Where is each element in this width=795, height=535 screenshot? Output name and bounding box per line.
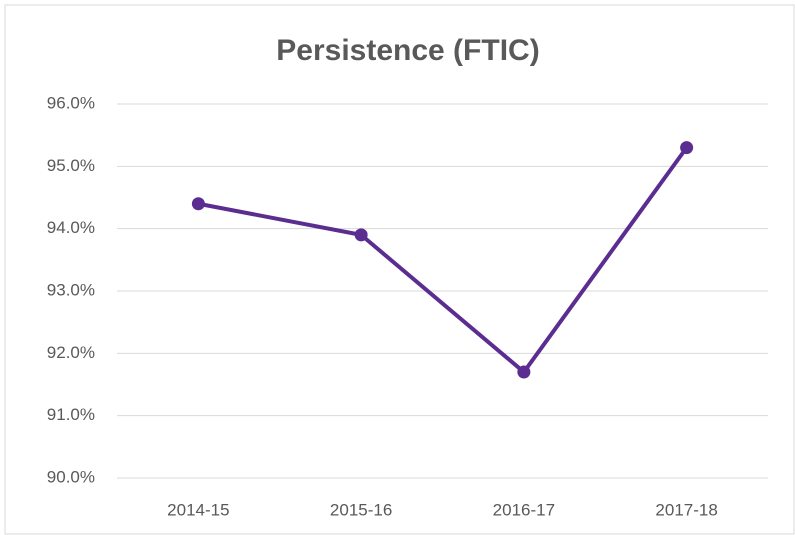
x-tick-label: 2016-17 — [493, 500, 555, 519]
marker — [191, 197, 205, 211]
y-tick-label: 95.0% — [47, 156, 95, 175]
x-tick-label: 2015-16 — [330, 500, 392, 519]
marker — [517, 365, 531, 379]
line — [197, 146, 689, 375]
y-tick-label: 94.0% — [47, 218, 95, 237]
y-tick-label: 96.0% — [47, 93, 95, 112]
y-tick-label: 90.0% — [47, 467, 95, 486]
y-tick-label: 92.0% — [47, 343, 95, 362]
x-tick-label: 2014-15 — [167, 500, 229, 519]
marker — [354, 228, 368, 242]
chart-title: Persistence (FTIC) — [276, 34, 539, 67]
x-tick-label: 2017-18 — [655, 500, 717, 519]
y-tick-label: 93.0% — [47, 280, 95, 299]
y-tick-label: 91.0% — [47, 405, 95, 424]
marker — [680, 141, 694, 155]
